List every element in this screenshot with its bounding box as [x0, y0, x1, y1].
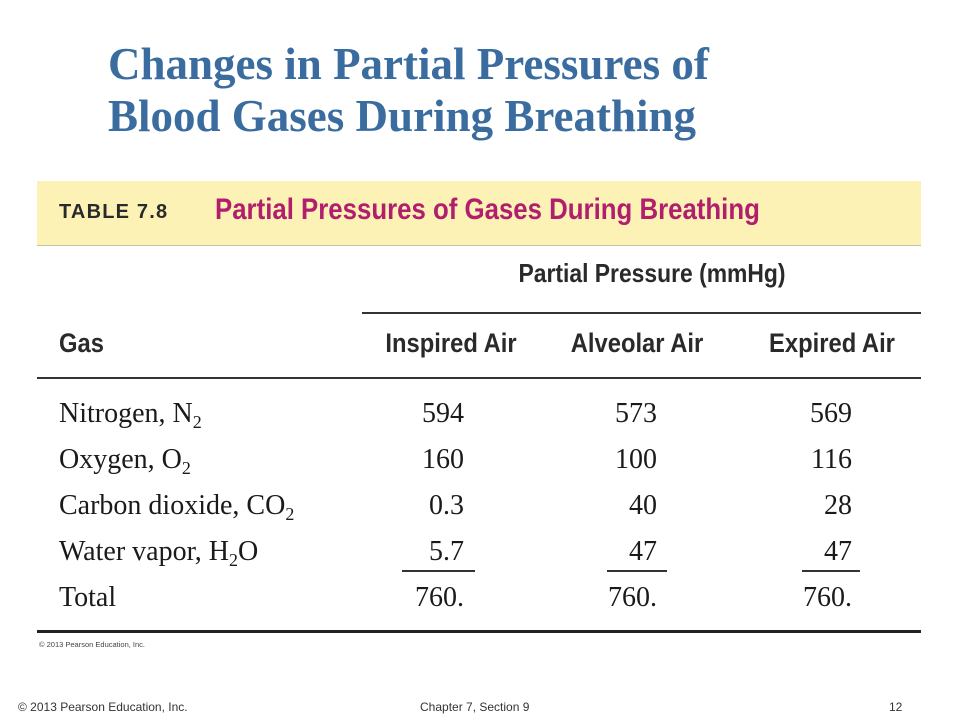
- alveolar-value: 47: [629, 536, 657, 567]
- table-caption: Partial Pressures of Gases During Breath…: [215, 193, 760, 226]
- inspired-value: 594: [422, 398, 464, 429]
- table-row: Water vapor, H2O 5.7 47 47: [37, 532, 921, 578]
- table-row: Nitrogen, N2 594 573 569: [37, 394, 921, 440]
- alveolar-value: 573: [615, 398, 657, 429]
- table-header-band: TABLE 7.8 Partial Pressures of Gases Dur…: [37, 181, 921, 246]
- inspired-value: 5.7: [429, 536, 464, 567]
- column-header-inspired: Inspired Air: [385, 328, 517, 358]
- footer-section: Chapter 7, Section 9: [420, 700, 530, 714]
- alveolar-total: 760.: [608, 582, 657, 613]
- gas-name: Nitrogen, N2: [59, 398, 202, 432]
- table-number: TABLE 7.8: [59, 201, 169, 223]
- table-row-total: Total 760. 760. 760.: [37, 578, 921, 624]
- footer-copyright: © 2013 Pearson Education, Inc.: [18, 700, 188, 714]
- table-copyright: © 2013 Pearson Education, Inc.: [39, 640, 146, 649]
- group-header-rule: [362, 312, 921, 314]
- column-header-alveolar: Alveolar Air: [570, 328, 704, 358]
- partial-pressure-table: TABLE 7.8 Partial Pressures of Gases Dur…: [37, 181, 921, 651]
- gas-name: Oxygen, O2: [59, 444, 191, 478]
- gas-name: Total: [59, 582, 117, 613]
- slide-title: Changes in Partial Pressures of Blood Ga…: [108, 38, 928, 142]
- column-header-expired: Expired Air: [769, 328, 895, 358]
- header-rule: [37, 377, 921, 379]
- expired-value: 28: [824, 490, 852, 521]
- sum-rule-inspired: [402, 570, 475, 572]
- alveolar-value: 100: [615, 444, 657, 475]
- alveolar-value: 40: [629, 490, 657, 521]
- sum-rule-alveolar: [607, 570, 667, 572]
- expired-value: 47: [824, 536, 852, 567]
- slide-title-line-2: Blood Gases During Breathing: [108, 91, 697, 141]
- table-row: Oxygen, O2 160 100 116: [37, 440, 921, 486]
- column-header-gas: Gas: [59, 328, 104, 358]
- expired-total: 760.: [803, 582, 852, 613]
- expired-value: 569: [810, 398, 852, 429]
- inspired-value: 160: [422, 444, 464, 475]
- expired-value: 116: [811, 444, 852, 475]
- table-bottom-rule: [37, 630, 921, 633]
- table-row: Carbon dioxide, CO2 0.3 40 28: [37, 486, 921, 532]
- page-number: 12: [889, 700, 903, 714]
- column-group-header: Partial Pressure (mmHg): [518, 258, 786, 288]
- inspired-value: 0.3: [429, 490, 464, 521]
- slide-title-line-1: Changes in Partial Pressures of: [108, 39, 709, 89]
- gas-name: Carbon dioxide, CO2: [59, 490, 295, 524]
- sum-rule-expired: [802, 570, 860, 572]
- gas-name: Water vapor, H2O: [59, 536, 259, 570]
- inspired-total: 760.: [415, 582, 464, 613]
